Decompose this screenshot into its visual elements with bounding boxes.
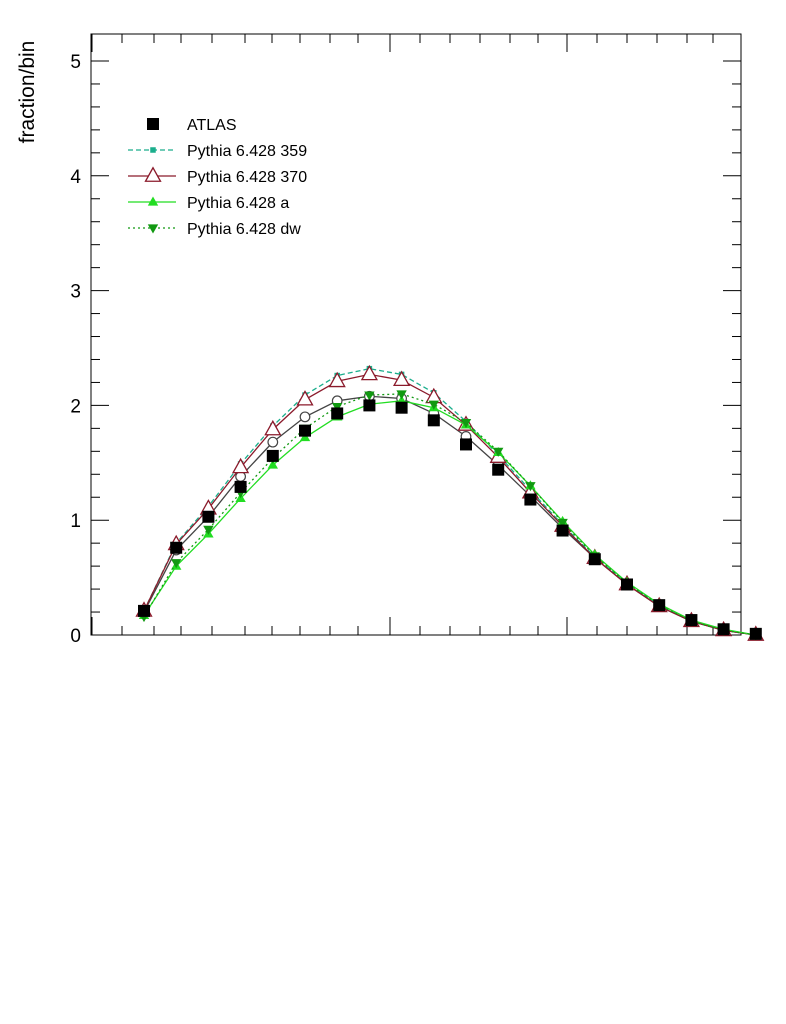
data-point: [557, 518, 568, 529]
data-point: [231, 457, 250, 474]
y-tick-label: 1: [70, 511, 81, 532]
data-point: [685, 614, 698, 627]
y-tick-label: 0: [70, 626, 81, 647]
data-point: [364, 391, 375, 401]
data-point: [360, 364, 379, 381]
data-point: [425, 387, 443, 404]
data-point: [234, 480, 247, 493]
legend-item: ATLAS: [147, 117, 237, 134]
y-axis-label: fraction/bin: [16, 41, 39, 144]
data-point: [749, 627, 762, 640]
data-point: [296, 390, 314, 406]
data-point: [492, 463, 505, 476]
x-axis: [91, 34, 742, 635]
data-point: [170, 541, 183, 554]
data-point: [460, 438, 472, 451]
data-point: [328, 371, 346, 388]
data-point: [264, 419, 282, 436]
data-point: [525, 482, 536, 492]
data-point: [396, 390, 407, 400]
data-point: [202, 510, 215, 523]
legend-label: Pythia 6.428 dw: [187, 221, 301, 238]
data-point: [144, 166, 162, 182]
data-point: [147, 118, 159, 130]
data-point: [147, 196, 159, 206]
legend-label: Pythia 6.428 a: [187, 195, 289, 212]
series-2: [141, 365, 759, 638]
legend: ATLAS Pythia 6.428 359 Pythia 6.428 370 Pyt…: [128, 117, 307, 238]
data-point: [299, 424, 311, 437]
data-point: [266, 449, 279, 462]
series-1: [138, 390, 762, 641]
legend-label: ATLAS: [187, 117, 237, 134]
data-point: [460, 419, 472, 429]
legend-item: Pythia 6.428 359: [128, 143, 307, 160]
legend-item: Pythia 6.428 dw: [128, 221, 301, 238]
y-tick-label: 2: [70, 396, 81, 417]
data-point: [150, 147, 156, 153]
data-point: [171, 559, 182, 569]
legend-label: Pythia 6.428 359: [187, 143, 307, 160]
data-point: [299, 411, 311, 423]
legend-label: Pythia 6.428 370: [187, 169, 307, 186]
data-point: [588, 553, 601, 566]
data-point: [427, 414, 440, 427]
data-point: [653, 599, 666, 612]
data-point: [428, 400, 439, 410]
data-point: [524, 493, 537, 506]
y-tick-label: 5: [70, 52, 81, 73]
data-point: [267, 459, 278, 469]
y-tick-label: 4: [70, 167, 81, 188]
data-point: [363, 399, 376, 412]
data-point: [138, 604, 150, 617]
data-point: [147, 224, 159, 234]
data-point: [717, 623, 730, 636]
data-point: [493, 447, 504, 457]
series-line: [143, 393, 756, 636]
data-point: [395, 401, 408, 414]
data-point: [267, 436, 279, 448]
series-0: [138, 399, 762, 640]
data-point: [392, 370, 411, 387]
y-tick-label: 3: [70, 282, 81, 303]
legend-item: Pythia 6.428 a: [128, 195, 289, 212]
series-4: [138, 395, 761, 639]
data-point: [331, 407, 344, 420]
legend-item: Pythia 6.428 370: [128, 166, 307, 186]
data-point: [621, 578, 633, 591]
data-point: [556, 524, 569, 537]
data-point: [203, 525, 214, 535]
series-layer: [135, 364, 765, 641]
y-axis: 0 1 2 3 4 5: [70, 52, 741, 647]
series-5: [138, 390, 761, 641]
plot-frame: [90, 33, 742, 636]
